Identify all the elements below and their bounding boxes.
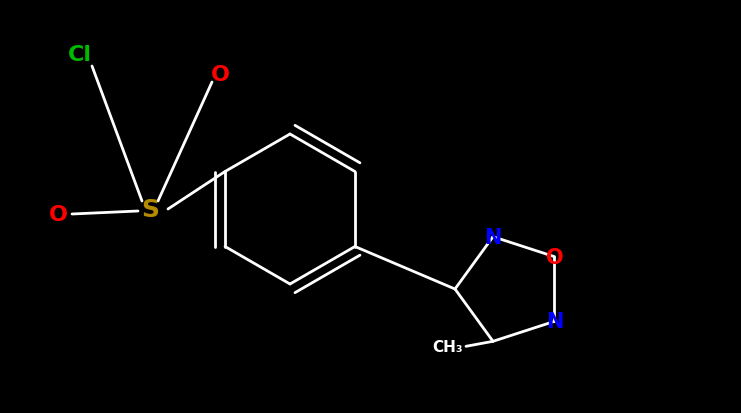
Text: O: O — [48, 204, 67, 224]
Text: S: S — [141, 197, 159, 221]
Text: O: O — [545, 247, 563, 267]
Text: N: N — [485, 227, 502, 247]
Text: Cl: Cl — [68, 45, 92, 65]
Text: N: N — [546, 311, 563, 332]
Text: O: O — [210, 65, 230, 85]
Text: CH₃: CH₃ — [433, 339, 463, 354]
